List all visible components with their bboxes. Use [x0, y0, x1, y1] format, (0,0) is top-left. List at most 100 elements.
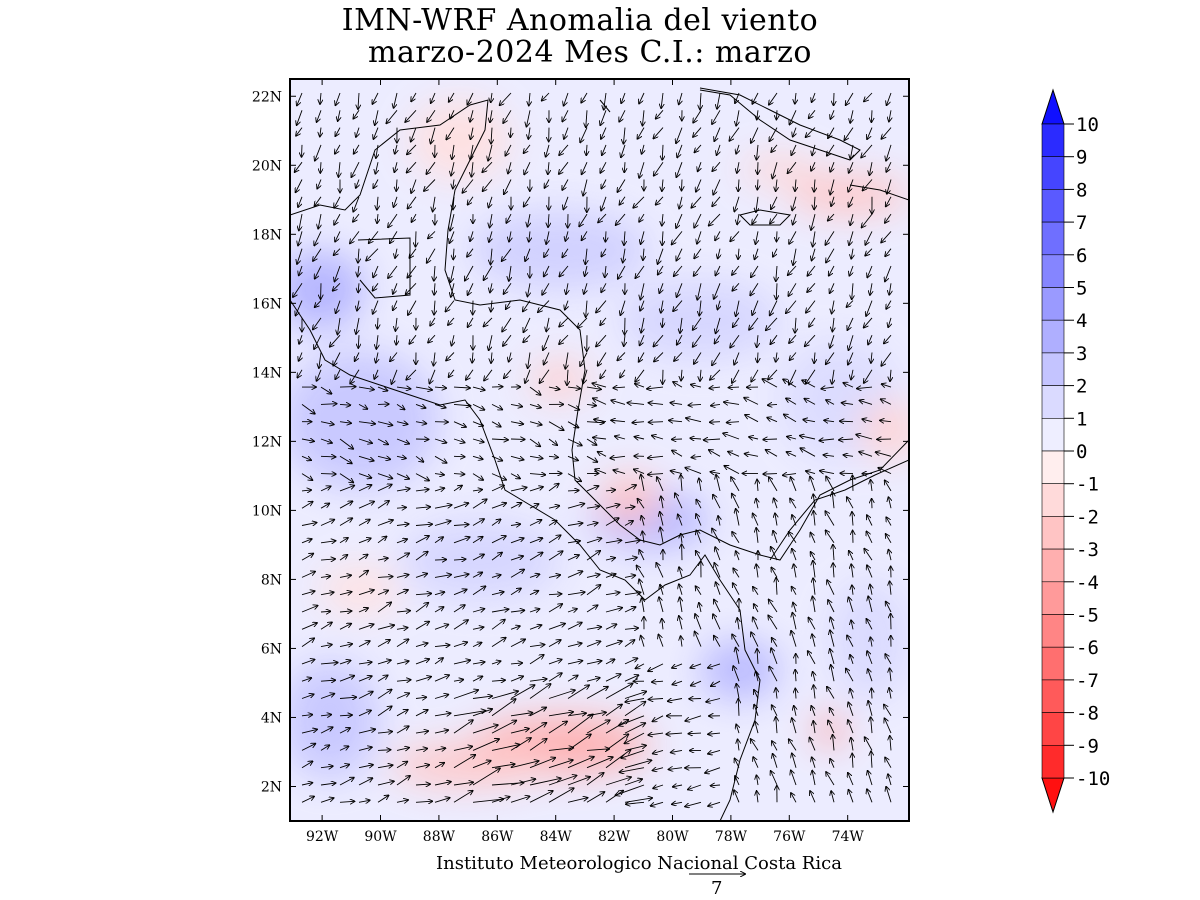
wind-vector	[586, 404, 596, 405]
wind-vector	[529, 591, 538, 595]
wind-vector	[601, 127, 607, 139]
wind-vector	[754, 604, 759, 613]
wind-vector	[756, 528, 758, 543]
wind-vector	[396, 473, 409, 479]
wind-vector	[604, 92, 606, 110]
wind-vector	[850, 213, 853, 225]
wind-vector	[472, 519, 484, 526]
wind-vector	[648, 474, 664, 475]
wind-vector	[884, 334, 892, 343]
wind-vector	[804, 399, 816, 405]
wind-vector	[354, 144, 360, 154]
wind-vector	[356, 179, 359, 188]
wind-vector	[661, 496, 663, 509]
wind-vector	[453, 524, 469, 525]
wind-vector	[730, 231, 740, 241]
colorbar-label: 6	[1076, 245, 1087, 267]
wind-vector	[792, 196, 797, 211]
wind-vector	[563, 196, 569, 210]
wind-vector	[396, 639, 409, 647]
wind-vector	[697, 231, 702, 243]
wind-vector	[452, 335, 454, 345]
wind-vector	[567, 523, 582, 525]
wind-vector	[335, 127, 341, 137]
wind-vector	[888, 317, 891, 327]
wind-vector	[377, 438, 388, 444]
wind-vector	[510, 127, 511, 138]
wind-vector	[358, 92, 359, 109]
wind-vector	[790, 499, 797, 509]
wind-vector	[830, 110, 834, 119]
wind-vector	[415, 574, 427, 578]
wind-vector	[709, 450, 721, 457]
wind-vector	[871, 480, 872, 491]
wind-vector	[548, 484, 559, 492]
wind-vector	[824, 420, 835, 421]
wind-vector	[567, 592, 585, 595]
wind-vector	[396, 404, 404, 409]
wind-vector	[315, 196, 322, 206]
wind-vector	[396, 661, 409, 664]
wind-vector	[658, 248, 664, 264]
lat-label: 12N	[252, 434, 282, 450]
wind-vector	[696, 179, 702, 192]
wind-vector	[826, 530, 835, 544]
wind-vector	[732, 265, 740, 275]
wind-vector	[686, 418, 702, 423]
wind-vector	[791, 144, 797, 155]
wind-vector	[406, 369, 417, 380]
wind-vector	[849, 265, 853, 276]
wind-vector	[652, 436, 664, 439]
wind-vector	[601, 196, 607, 211]
wind-vector	[585, 265, 587, 276]
wind-vector	[792, 549, 797, 561]
wind-vector	[744, 398, 759, 405]
wind-vector	[375, 162, 378, 174]
wind-vector	[415, 455, 423, 462]
lon-label: 86W	[481, 829, 514, 845]
wind-vector	[677, 283, 683, 297]
wind-vector	[529, 538, 542, 544]
wind-vector	[749, 317, 759, 330]
wind-vector	[867, 127, 873, 140]
wind-vector	[376, 144, 378, 158]
wind-vector	[605, 558, 615, 560]
wind-vector	[314, 334, 322, 349]
wind-vector	[453, 559, 466, 560]
wind-vector	[859, 452, 873, 457]
colorbar-segment	[1041, 646, 1065, 681]
wind-vector	[624, 162, 625, 172]
wind-vector	[586, 627, 601, 629]
wind-vector	[771, 196, 778, 209]
wind-vector	[673, 300, 683, 312]
wind-vector	[767, 418, 778, 423]
wind-vector	[611, 420, 626, 421]
wind-vector	[723, 433, 740, 440]
wind-vector	[510, 422, 523, 424]
wind-vector	[639, 579, 645, 595]
colorbar-segment	[1041, 614, 1065, 648]
wind-vector	[619, 110, 626, 121]
wind-vector	[714, 283, 721, 299]
wind-vector	[619, 196, 626, 205]
wind-vector	[510, 663, 522, 664]
wind-vector	[712, 110, 721, 124]
colorbar-segment	[1041, 156, 1065, 190]
wind-vector	[852, 585, 853, 595]
wind-vector	[529, 574, 539, 577]
wind-vector	[716, 317, 721, 333]
wind-vector	[314, 231, 322, 245]
wind-vector	[528, 127, 530, 139]
wind-vector	[433, 352, 435, 366]
wind-vector	[320, 622, 332, 630]
wind-vector	[640, 283, 645, 299]
wind-vector	[415, 552, 428, 561]
wind-vector	[548, 438, 557, 445]
wind-vector	[752, 300, 759, 315]
wind-vector	[832, 317, 834, 332]
wind-vector	[850, 110, 853, 123]
wind-vector	[543, 335, 550, 350]
wind-vector	[529, 456, 543, 458]
wind-vector	[694, 265, 702, 276]
